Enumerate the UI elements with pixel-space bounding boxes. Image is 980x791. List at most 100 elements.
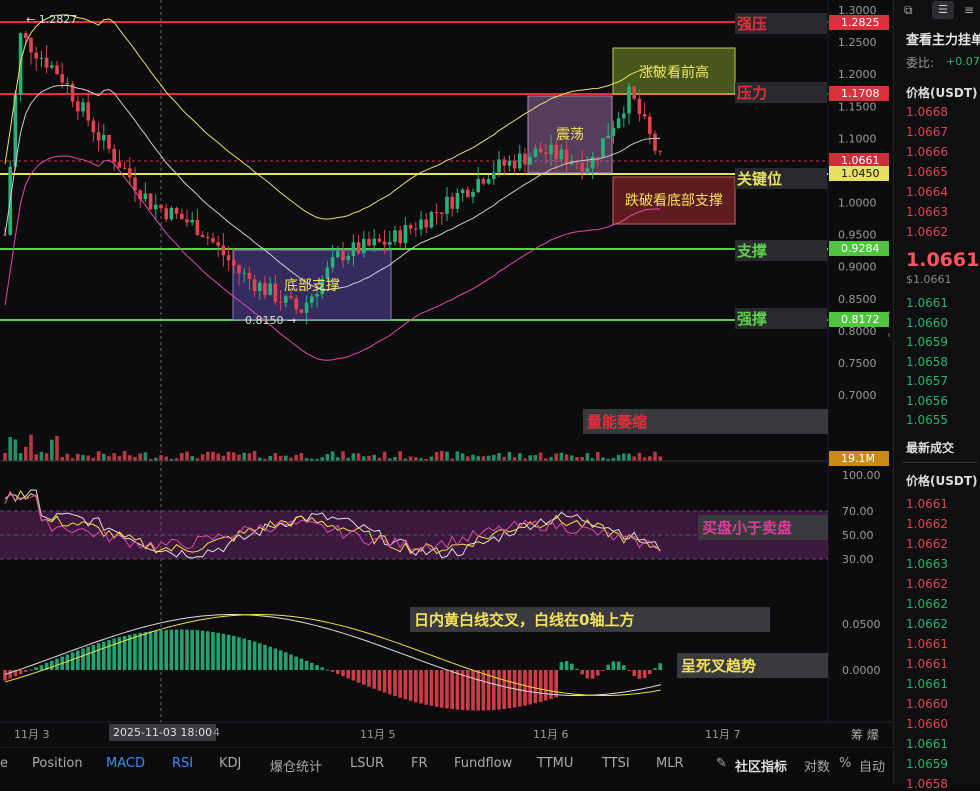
- macd-histogram-bar: [211, 632, 215, 670]
- candle-body: [382, 241, 387, 245]
- ask-row[interactable]: 1.0665: [906, 165, 948, 179]
- toggle-log-scale[interactable]: 对数: [804, 760, 831, 775]
- bid-row[interactable]: 1.0655: [906, 413, 948, 427]
- bid-row[interactable]: 1.0659: [906, 335, 948, 349]
- macd-histogram-bar: [34, 667, 38, 670]
- toggle-auto-scale[interactable]: 自动: [859, 760, 886, 775]
- macd-histogram-bar: [325, 669, 330, 671]
- volume-bar: [642, 457, 647, 461]
- tab-ttsi[interactable]: TTSI: [602, 756, 630, 771]
- volume-bar: [13, 439, 18, 461]
- tab-kdj[interactable]: KDJ: [219, 756, 242, 771]
- volume-bar: [538, 452, 543, 461]
- ask-row[interactable]: 1.0666: [906, 145, 948, 159]
- more-icon[interactable]: ≡: [964, 3, 975, 17]
- macd-histogram-bar: [143, 632, 148, 670]
- ask-row[interactable]: 1.0667: [906, 125, 948, 139]
- ask-row[interactable]: 1.0664: [906, 185, 948, 199]
- toggle-percent-scale[interactable]: %: [839, 756, 852, 771]
- time-axis-icons[interactable]: 筹 爆: [851, 728, 879, 742]
- volume-bar: [70, 458, 75, 461]
- bid-row[interactable]: 1.0660: [906, 315, 948, 330]
- macd-histogram-bar: [133, 633, 137, 670]
- macd-histogram-bar: [554, 670, 558, 698]
- candle-body: [3, 234, 7, 236]
- tab-macd[interactable]: MACD: [106, 756, 145, 771]
- copy-icon[interactable]: ⧉: [904, 3, 913, 17]
- volume-bar: [388, 458, 392, 461]
- tab-lsur[interactable]: LSUR: [350, 756, 385, 771]
- tab-liquidation[interactable]: 爆仓统计: [270, 760, 323, 775]
- volume-bar: [377, 457, 382, 461]
- time-label-nov7: 11月 7: [705, 728, 741, 741]
- candle-body: [76, 101, 80, 112]
- tab-mlr[interactable]: MLR: [656, 756, 684, 771]
- candle-body: [81, 102, 85, 112]
- tab-e[interactable]: e: [0, 756, 8, 771]
- panel-toolbar: ⧉ ☰ ≡: [894, 0, 980, 22]
- volume-bar: [216, 453, 220, 461]
- bid-row[interactable]: 1.0657: [906, 374, 948, 388]
- bid-row[interactable]: 1.0656: [906, 393, 948, 408]
- trade-row: 1.0660: [906, 697, 948, 711]
- panel-scroll-arrow-right[interactable]: ›: [887, 308, 891, 319]
- candle-body: [211, 238, 215, 243]
- edit-icon[interactable]: ✎: [716, 756, 727, 771]
- candle-body: [445, 196, 449, 214]
- macd-note-death-cross: 呈死叉趋势: [677, 653, 828, 678]
- price-chart-canvas[interactable]: 1.30001.25001.20001.15001.10001.05001.00…: [0, 0, 893, 747]
- trade-row: 1.0661: [906, 677, 948, 691]
- tab-fundflow[interactable]: Fundflow: [454, 756, 513, 771]
- ask-row[interactable]: 1.0668: [906, 105, 948, 119]
- volume-bar: [133, 456, 137, 461]
- macd-histogram-bar: [606, 664, 610, 670]
- layout-icon[interactable]: ☰: [932, 1, 954, 19]
- candle-body: [419, 219, 423, 230]
- strong-resistance-label: 强压: [735, 13, 827, 34]
- ask-row[interactable]: 1.0663: [906, 205, 948, 219]
- tab-position[interactable]: Position: [32, 756, 83, 771]
- panel-scroll-arrow-left[interactable]: ‹: [887, 330, 891, 341]
- candle-body: [414, 228, 418, 230]
- tab-community-indicators[interactable]: 社区指标: [735, 760, 788, 775]
- time-label-nov3: 11月 3: [14, 728, 50, 741]
- bollinger-lower-line: [4, 155, 661, 361]
- macd-histogram-bar: [289, 654, 293, 670]
- macd-histogram-bar: [169, 629, 174, 670]
- ask-row[interactable]: 1.0662: [906, 225, 948, 239]
- tab-ttmu[interactable]: TTMU: [537, 756, 574, 771]
- macd-histogram-bar: [471, 670, 475, 711]
- volume-bar: [91, 457, 96, 461]
- price-axis-tick: 0.8000: [838, 325, 877, 338]
- volume-bar: [34, 454, 38, 461]
- candle-body: [393, 230, 397, 243]
- chart-area[interactable]: 1.30001.25001.20001.15001.10001.05001.00…: [0, 0, 893, 785]
- candle-body: [102, 134, 106, 141]
- macd-histogram-bar: [637, 670, 642, 679]
- candle-body: [367, 238, 371, 246]
- macd-histogram-bar: [128, 634, 132, 670]
- high-marker: ← 1.2827: [26, 13, 78, 26]
- bid-row[interactable]: 1.0661: [906, 296, 948, 310]
- macd-histogram-bar: [91, 644, 96, 670]
- tab-rsi[interactable]: RSI: [172, 756, 194, 771]
- tab-fr[interactable]: FR: [411, 756, 428, 771]
- volume-bar: [221, 455, 226, 461]
- macd-histogram-bar: [440, 670, 444, 708]
- volume-bar: [143, 452, 148, 461]
- resistance-label: 压力: [735, 82, 827, 103]
- macd-histogram-bar: [3, 670, 7, 681]
- price-axis-tick: 1.1000: [838, 132, 877, 145]
- volume-bar: [24, 446, 28, 461]
- bid-row[interactable]: 1.0658: [906, 354, 948, 369]
- order-book-title[interactable]: 查看主力挂单: [906, 33, 980, 48]
- volume-bar: [76, 453, 80, 461]
- macd-axis-tick: 0.0500: [842, 618, 881, 631]
- rsi-note: 买盘小于卖盘: [698, 515, 828, 540]
- candle-body: [642, 114, 647, 117]
- macd-histogram-bar: [70, 652, 75, 670]
- volume-bar: [164, 456, 168, 461]
- candle-body: [450, 196, 454, 209]
- volume-bar: [242, 452, 246, 461]
- volume-bar: [460, 453, 465, 461]
